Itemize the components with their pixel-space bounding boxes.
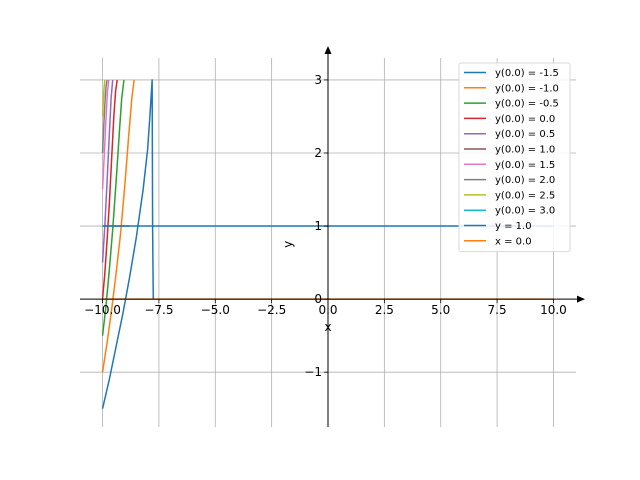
legend-entry-4: y(0.0) = 0.5 [495, 129, 555, 140]
x-tick-label-5: 2.5 [375, 303, 394, 317]
legend-entry-3: y(0.0) = 0.0 [495, 114, 555, 125]
x-tick-label-2: −5.0 [201, 303, 230, 317]
series-line-8 [101, 79, 106, 117]
x-axis-label: x [324, 320, 331, 334]
series-line-4 [101, 79, 114, 263]
legend-entry-8: y(0.0) = 2.5 [495, 190, 555, 201]
legend-entry-0: y(0.0) = -1.5 [495, 68, 559, 79]
legend-entry-1: y(0.0) = -1.0 [495, 83, 559, 94]
series-line-7 [101, 79, 108, 154]
legend-entry-5: y(0.0) = 1.0 [495, 145, 555, 156]
series-line-1 [101, 79, 135, 373]
series-line-2 [101, 79, 125, 336]
legend-frame [458, 62, 571, 253]
y-tick-label-0: −1 [304, 365, 322, 379]
y-tick-label-3: 2 [314, 146, 322, 160]
legend-entry-10: y = 1.0 [495, 221, 532, 232]
x-tick-label-6: 5.0 [431, 303, 450, 317]
y-tick-label-2: 1 [314, 219, 322, 233]
series-line-3 [101, 79, 118, 300]
x-tick-label-7: 7.5 [488, 303, 507, 317]
legend-entry-2: y(0.0) = -0.5 [495, 99, 559, 110]
axes [80, 46, 585, 427]
series-line-6 [101, 79, 110, 190]
x-tick-label-4: 0.0 [318, 303, 337, 317]
y-axis-arrow [324, 46, 332, 54]
x-tick-label-8: 10.0 [540, 303, 567, 317]
legend: y(0.0) = -1.5 y(0.0) = -1.0 y(0.0) = -0.5 y… [458, 62, 571, 253]
y-tick-label-4: 3 [314, 73, 322, 87]
legend-entry-11: x = 0.0 [495, 236, 532, 247]
x-tick-label-3: −2.5 [257, 303, 286, 317]
x-tick-label-1: −7.5 [144, 303, 173, 317]
x-axis-arrow [577, 295, 585, 303]
legend-entry-6: y(0.0) = 1.5 [495, 160, 555, 171]
ticks: −10.0 −7.5 −5.0 −2.5 0.0 2.5 5.0 7.5 10.0 −1 0 1 2 3 [84, 73, 567, 379]
y-axis-label: y [281, 241, 295, 248]
series-line-0 [101, 79, 155, 409]
legend-entry-9: y(0.0) = 3.0 [495, 206, 555, 217]
legend-entry-7: y(0.0) = 2.0 [495, 175, 555, 186]
y-tick-label-1: 0 [314, 292, 322, 306]
x-tick-label-0: −10.0 [84, 303, 121, 317]
